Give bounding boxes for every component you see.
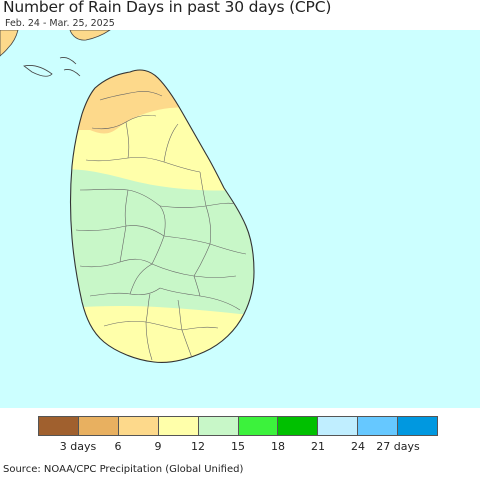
mannar-islands [23,65,53,77]
date-range: Feb. 24 - Mar. 25, 2025 [5,18,115,29]
legend-swatch [198,417,239,435]
legend-tick-label: 9 [154,440,162,453]
legend-swatch [118,417,159,435]
legend-swatch [278,417,319,435]
rain-days-map [0,30,480,408]
legend-swatch [78,417,119,435]
legend-swatch [39,417,79,435]
legend-tick-label: 24 [351,440,365,453]
legend-tick-label: 3 days [59,440,97,453]
legend-tick-label: 6 [114,440,122,453]
india-coast-upper [69,30,111,41]
map-title: Number of Rain Days in past 30 days (CPC… [3,0,332,16]
jaffna-islets [59,57,81,77]
legend-swatch [318,417,359,435]
legend-swatch [398,417,438,435]
india-coast [0,30,19,57]
district-boundaries [75,90,247,361]
legend-tick-label: 27 days [376,440,420,453]
legend-tick-label: 18 [271,440,285,453]
legend-colorbar [38,416,438,436]
legend-swatch [238,417,279,435]
legend-tick-label: 12 [191,440,205,453]
source-note: Source: NOAA/CPC Precipitation (Global U… [3,464,244,475]
legend-ticks: 3 days 6 9 12 15 18 21 24 27 days [38,440,438,454]
legend-tick-label: 15 [231,440,245,453]
legend-tick-label: 21 [311,440,325,453]
legend-swatch [358,417,399,435]
island-outline [69,69,255,364]
legend-swatch [158,417,199,435]
